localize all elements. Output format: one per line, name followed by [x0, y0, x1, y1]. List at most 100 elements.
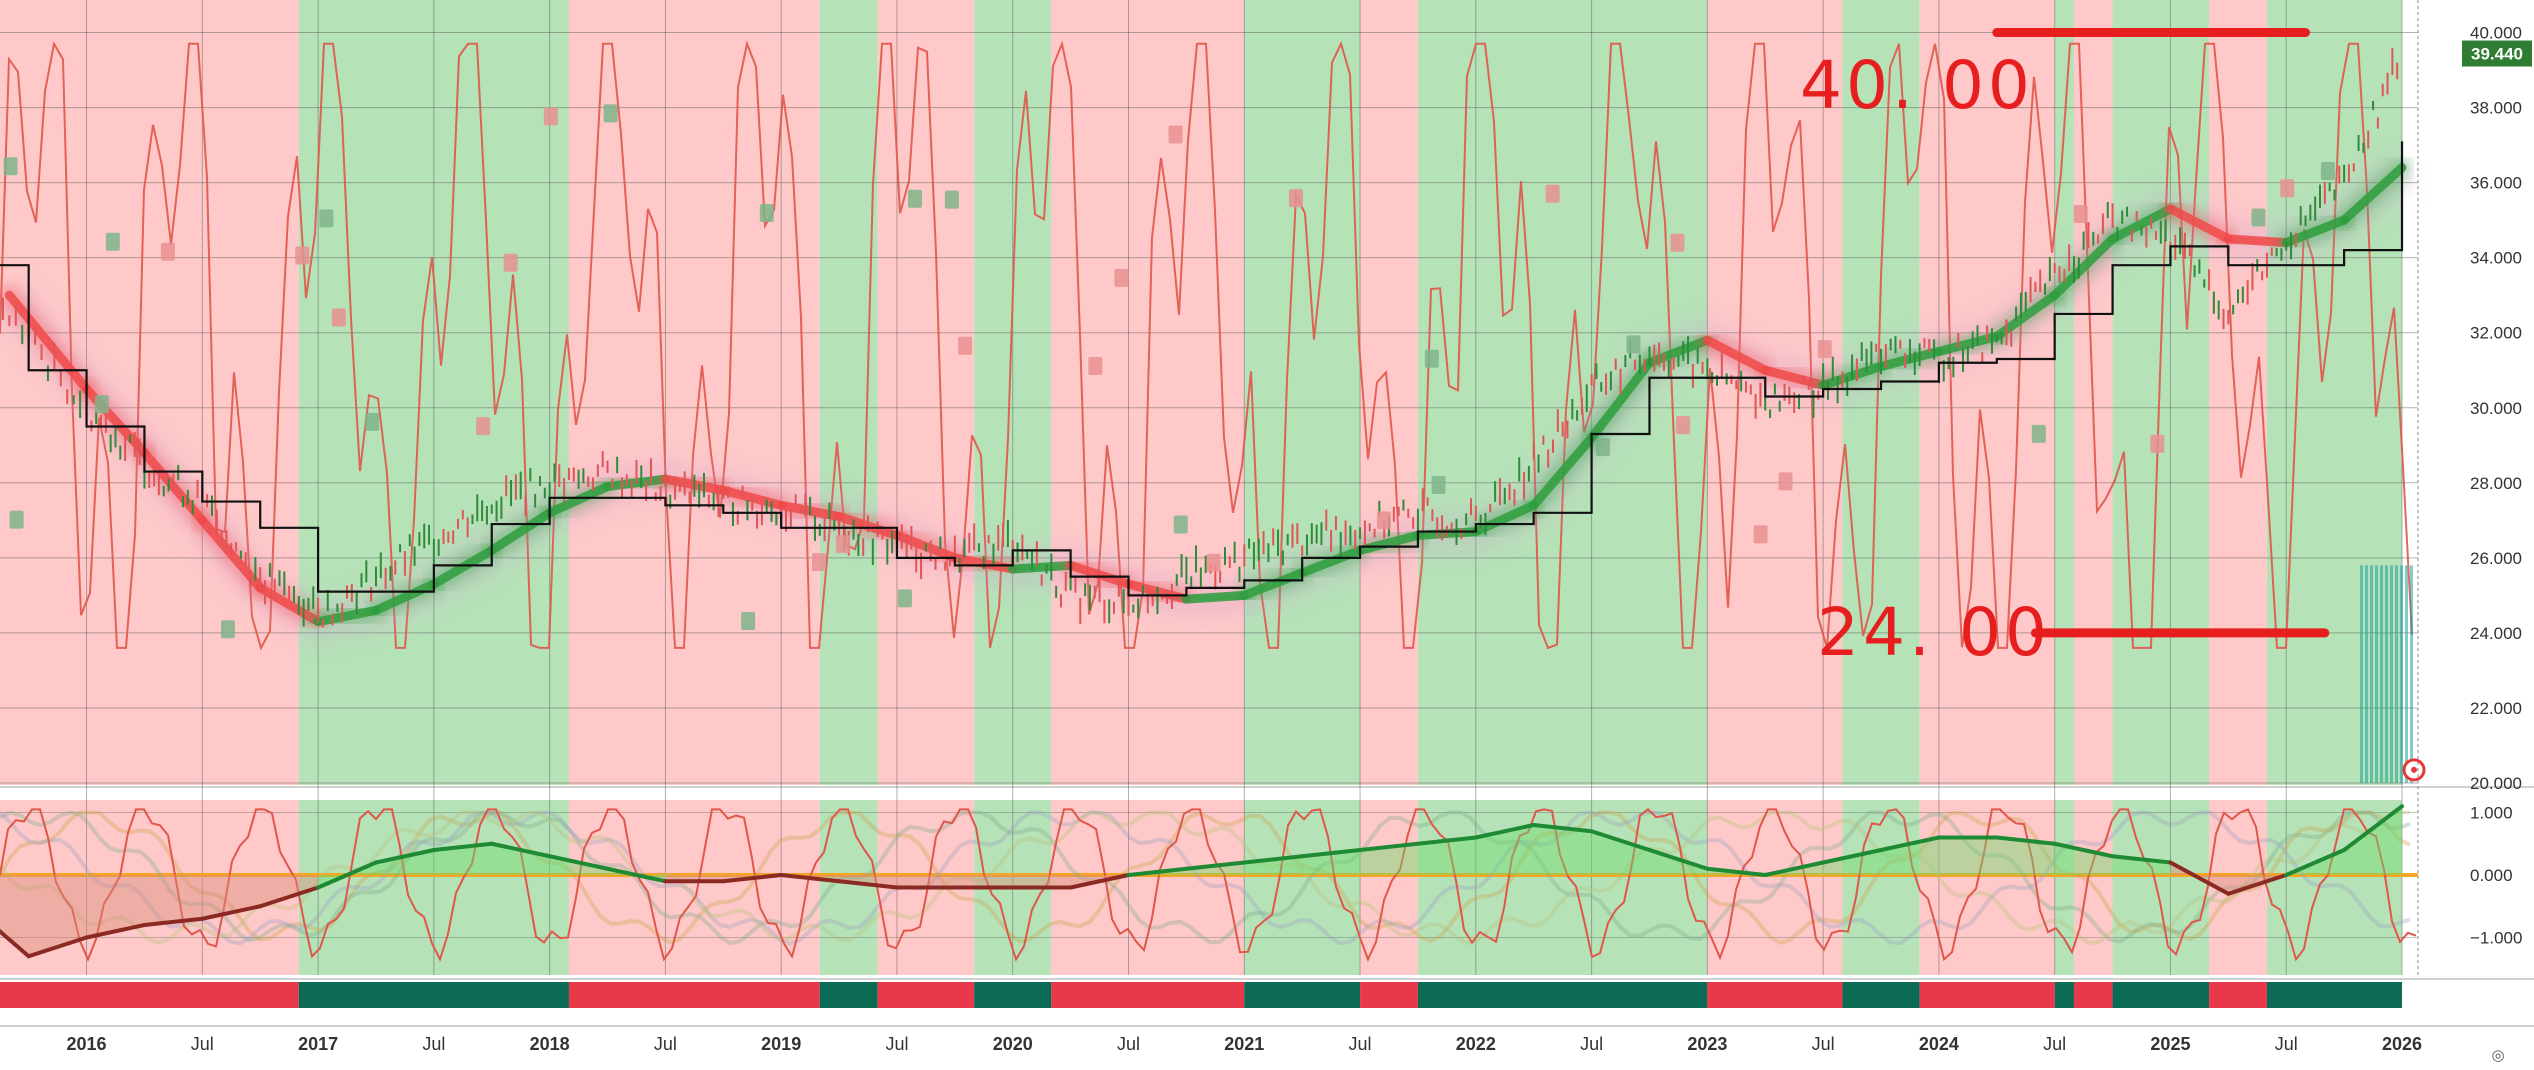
- signal-marker-down: [1288, 189, 1303, 208]
- lower-oscillator-pane: [0, 804, 2418, 963]
- x-tick-label: Jul: [1580, 1034, 1603, 1054]
- trend-seg: [545, 482, 613, 518]
- lower-signal-seg: [1647, 848, 1710, 871]
- regime-strip-seg-9: [1417, 982, 1708, 1008]
- volume-bar: [2395, 565, 2398, 783]
- y-tick-label: 22.000: [2470, 699, 2522, 718]
- signal-marker-up: [105, 232, 120, 251]
- lower-fill: [1996, 837, 2055, 875]
- regime-band-13: [2054, 0, 2074, 785]
- lower-signal-seg: [2226, 873, 2289, 896]
- signal-marker-down: [1778, 472, 1793, 491]
- x-tick-label: 2023: [1687, 1034, 1727, 1054]
- lower-fill: [1244, 856, 1303, 875]
- signal-marker-down: [1168, 125, 1183, 144]
- trend-seg: [487, 508, 555, 555]
- regime-strip-seg-4: [877, 982, 975, 1008]
- step-line: [0, 141, 2404, 597]
- lower-fill: [2344, 806, 2402, 875]
- x-tick-label: 2026: [2382, 1034, 2422, 1054]
- signal-marker-down: [331, 308, 346, 327]
- lower-signal-seg: [200, 904, 263, 921]
- lower-fill: [1417, 837, 1476, 875]
- signal-marker-down: [835, 535, 850, 554]
- signal-marker-down: [1670, 233, 1685, 252]
- x-tick-label: Jul: [654, 1034, 677, 1054]
- oscillator-overlay: [0, 40, 2413, 651]
- regime-strip-seg-3: [819, 982, 878, 1008]
- volume-bar: [2380, 565, 2383, 783]
- settings-gear-icon: ◎: [2491, 1047, 2504, 1064]
- lower-signal-seg: [1589, 829, 1652, 852]
- x-tick-label: Jul: [191, 1034, 214, 1054]
- x-tick-label: 2018: [530, 1034, 570, 1054]
- y-tick-label: 20.000: [2470, 774, 2522, 793]
- signal-marker-down: [476, 417, 491, 436]
- regime-strip-seg-17: [2266, 982, 2402, 1008]
- regime-band-2: [568, 0, 820, 785]
- signal-marker-up: [741, 612, 756, 631]
- lower-signal-seg: [837, 879, 899, 890]
- lower-signal-seg: [547, 854, 610, 871]
- regime-strip-seg-2: [568, 982, 820, 1008]
- lower-signal-seg: [2284, 848, 2347, 877]
- lower-signal-seg: [1126, 866, 1189, 877]
- regime-band-lower-0: [0, 800, 299, 975]
- x-tick-label: 2019: [761, 1034, 801, 1054]
- lower-fill: [1591, 831, 1650, 875]
- regime-strip-seg-7: [1244, 982, 1361, 1008]
- trend-seg: [2339, 163, 2407, 225]
- lower-signal-seg: [142, 916, 205, 927]
- volume-bar: [2385, 565, 2388, 783]
- regime-strip-seg-0: [0, 982, 299, 1008]
- regime-band-lower-12: [1919, 800, 2055, 975]
- lower-signal-seg: [1821, 848, 1884, 865]
- price-series: [0, 47, 2426, 783]
- regime-strip-seg-16: [2209, 982, 2267, 1008]
- y-tick-label: 26.000: [2470, 549, 2522, 568]
- x-tick-label: Jul: [2275, 1034, 2298, 1054]
- regime-strip-seg-1: [298, 982, 569, 1008]
- lower-signal-seg: [316, 860, 378, 890]
- lower-fill: [144, 875, 203, 925]
- y-tick-label: 30.000: [2470, 399, 2522, 418]
- lower-signal-seg: [26, 935, 89, 959]
- signal-marker-down: [958, 336, 973, 355]
- lower-fill: [1938, 837, 1997, 875]
- trend-seg: [2050, 234, 2118, 300]
- signal-marker-down: [1088, 356, 1103, 375]
- regime-bands: [0, 0, 2402, 975]
- volume-bar: [2410, 565, 2413, 783]
- regime-band-lower-10: [1707, 800, 1843, 975]
- lower-signal-seg: [721, 873, 784, 884]
- lower-signal-seg: [1300, 848, 1363, 859]
- signal-marker-down: [1753, 525, 1768, 544]
- x-tick-label: 2022: [1456, 1034, 1496, 1054]
- annotations: 40. 00 24. 00: [1800, 28, 2330, 671]
- regime-strip-seg-8: [1360, 982, 1418, 1008]
- y-tick-label: 36.000: [2470, 174, 2522, 193]
- lower-signal-seg: [1763, 860, 1826, 877]
- lower-signal-seg: [1531, 823, 1594, 834]
- regime-band-lower-6: [1051, 800, 1245, 975]
- trend-seg: [1529, 433, 1597, 510]
- lower-signal-seg: [2168, 860, 2231, 896]
- signal-marker-up: [1173, 515, 1188, 534]
- lower-fill: [2054, 843, 2113, 875]
- signal-marker-down: [1545, 184, 1560, 203]
- trend-seg: [1587, 358, 1654, 443]
- lower-signal-seg: [2342, 804, 2404, 852]
- regime-band-lower-15: [2112, 800, 2210, 975]
- signal-marker-down: [503, 253, 518, 272]
- x-tick-label: 2025: [2150, 1034, 2190, 1054]
- regime-strip: [0, 982, 2402, 1008]
- y-tick-label-lower: −1.000: [2470, 929, 2522, 948]
- signal-marker-up: [94, 395, 109, 414]
- volume-bar: [2400, 565, 2403, 783]
- trend-seg: [2108, 204, 2175, 244]
- regime-band-lower-14: [2073, 800, 2113, 975]
- lower-wave-1: [0, 810, 2411, 946]
